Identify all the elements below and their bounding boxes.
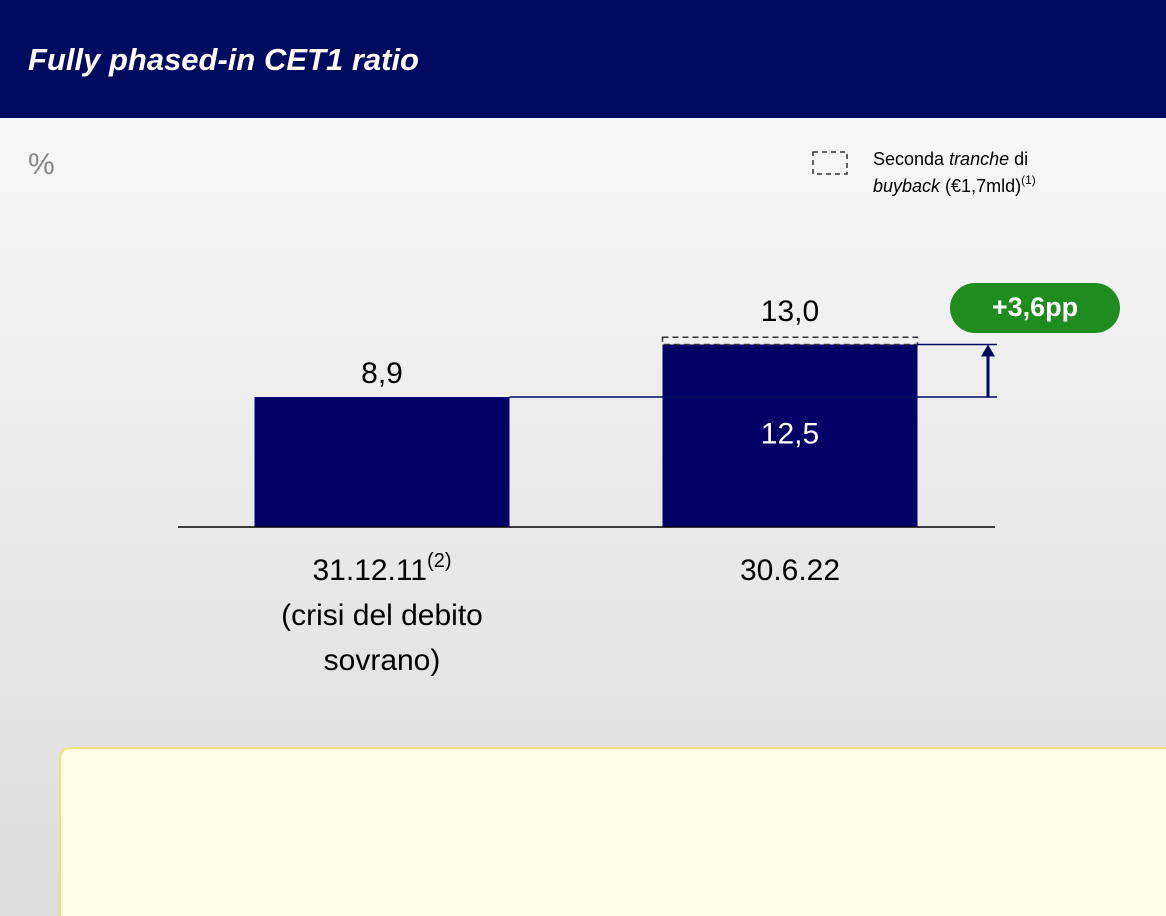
category-line: sovrano) bbox=[324, 644, 441, 677]
legend-note: (1) bbox=[1021, 173, 1036, 187]
bar-segment bbox=[662, 344, 918, 527]
x-tick-label: 31.12.11(2) bbox=[312, 550, 451, 587]
delta-label: +3,6pp bbox=[992, 292, 1078, 322]
value-label: 8,9 bbox=[361, 357, 403, 390]
legend-text: Seconda tranche di bbox=[873, 149, 1033, 169]
legend-text: buyback (€1,7mld)(1) bbox=[873, 173, 1036, 196]
bar-segment bbox=[661, 336, 919, 346]
chart-title: Fully phased-in CET1 ratio bbox=[28, 42, 419, 77]
category-line: (crisi del debito bbox=[281, 599, 483, 632]
legend-part: Seconda bbox=[873, 149, 949, 169]
unit-label: % bbox=[28, 148, 55, 181]
category-label: 31.12.11 bbox=[312, 554, 427, 587]
bar-segment bbox=[254, 397, 510, 527]
category-label: 30.6.22 bbox=[740, 554, 840, 587]
legend-part: di bbox=[1009, 149, 1033, 169]
delta-badge bbox=[950, 283, 1120, 333]
header bbox=[0, 0, 1166, 118]
legend-part: (€1,7mld) bbox=[940, 176, 1021, 196]
note-box bbox=[59, 747, 1166, 916]
value-label: 12,5 bbox=[761, 418, 819, 451]
category-note: (2) bbox=[427, 550, 451, 572]
legend-swatch bbox=[812, 151, 848, 175]
arrow-head bbox=[981, 344, 995, 357]
legend-part: tranche bbox=[949, 149, 1009, 169]
total-label: 13,0 bbox=[761, 295, 819, 328]
x-tick-label: 30.6.22 bbox=[740, 554, 840, 587]
legend-part: buyback bbox=[873, 176, 941, 196]
